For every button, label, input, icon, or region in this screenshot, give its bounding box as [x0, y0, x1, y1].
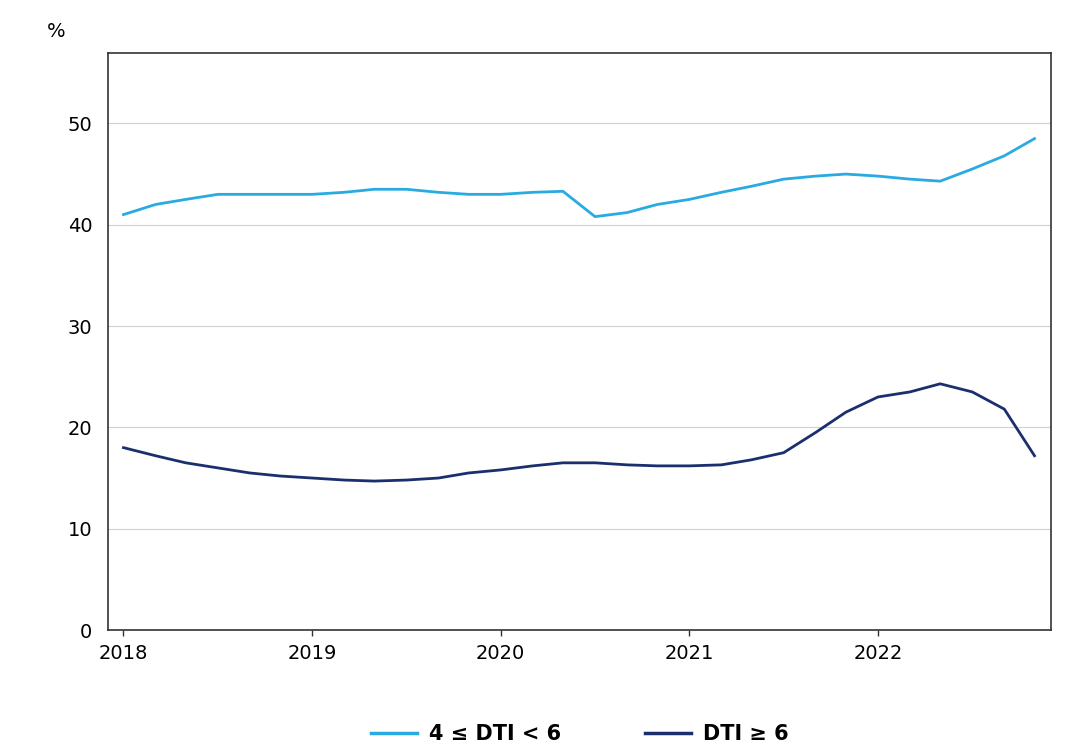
4 ≤ DTI < 6 — [745, 182, 758, 190]
4 ≤ DTI < 6 — [777, 175, 790, 184]
DTI ≥ 6 — [1028, 452, 1041, 460]
DTI ≥ 6 — [494, 466, 507, 475]
4 ≤ DTI < 6 — [494, 190, 507, 199]
4 ≤ DTI < 6 — [243, 190, 256, 199]
4 ≤ DTI < 6 — [1028, 134, 1041, 143]
4 ≤ DTI < 6 — [273, 190, 286, 199]
4 ≤ DTI < 6 — [839, 170, 852, 178]
4 ≤ DTI < 6 — [809, 172, 822, 181]
DTI ≥ 6 — [526, 461, 539, 470]
4 ≤ DTI < 6 — [367, 184, 380, 194]
DTI ≥ 6 — [903, 388, 916, 397]
DTI ≥ 6 — [337, 476, 350, 484]
4 ≤ DTI < 6 — [903, 175, 916, 184]
DTI ≥ 6 — [966, 388, 979, 397]
Legend: 4 ≤ DTI < 6, DTI ≥ 6: 4 ≤ DTI < 6, DTI ≥ 6 — [363, 716, 797, 750]
DTI ≥ 6 — [839, 408, 852, 417]
4 ≤ DTI < 6 — [211, 190, 224, 199]
DTI ≥ 6 — [715, 460, 728, 470]
DTI ≥ 6 — [273, 472, 286, 481]
4 ≤ DTI < 6 — [872, 172, 885, 181]
4 ≤ DTI < 6 — [998, 152, 1011, 160]
DTI ≥ 6 — [211, 464, 224, 472]
DTI ≥ 6 — [745, 455, 758, 464]
DTI ≥ 6 — [243, 469, 256, 478]
DTI ≥ 6 — [809, 428, 822, 437]
4 ≤ DTI < 6 — [433, 188, 446, 196]
DTI ≥ 6 — [998, 405, 1011, 414]
4 ≤ DTI < 6 — [462, 190, 475, 199]
4 ≤ DTI < 6 — [117, 210, 130, 219]
4 ≤ DTI < 6 — [933, 177, 946, 186]
Line: DTI ≥ 6: DTI ≥ 6 — [124, 384, 1034, 481]
DTI ≥ 6 — [149, 452, 162, 460]
DTI ≥ 6 — [179, 458, 192, 467]
4 ≤ DTI < 6 — [683, 195, 696, 204]
4 ≤ DTI < 6 — [179, 195, 192, 204]
DTI ≥ 6 — [933, 380, 946, 388]
DTI ≥ 6 — [367, 476, 380, 485]
DTI ≥ 6 — [650, 461, 663, 470]
DTI ≥ 6 — [872, 392, 885, 401]
DTI ≥ 6 — [589, 458, 602, 467]
DTI ≥ 6 — [306, 473, 319, 482]
4 ≤ DTI < 6 — [306, 190, 319, 199]
4 ≤ DTI < 6 — [526, 188, 539, 196]
4 ≤ DTI < 6 — [337, 188, 350, 196]
4 ≤ DTI < 6 — [556, 187, 569, 196]
4 ≤ DTI < 6 — [589, 212, 602, 221]
4 ≤ DTI < 6 — [715, 188, 728, 196]
4 ≤ DTI < 6 — [149, 200, 162, 209]
DTI ≥ 6 — [433, 473, 446, 482]
4 ≤ DTI < 6 — [650, 200, 663, 209]
Y-axis label: %: % — [48, 22, 66, 41]
4 ≤ DTI < 6 — [400, 184, 413, 194]
4 ≤ DTI < 6 — [966, 164, 979, 173]
DTI ≥ 6 — [400, 476, 413, 484]
DTI ≥ 6 — [117, 443, 130, 452]
4 ≤ DTI < 6 — [620, 208, 633, 217]
DTI ≥ 6 — [620, 460, 633, 470]
DTI ≥ 6 — [556, 458, 569, 467]
DTI ≥ 6 — [777, 448, 790, 458]
Line: 4 ≤ DTI < 6: 4 ≤ DTI < 6 — [124, 139, 1034, 217]
DTI ≥ 6 — [462, 469, 475, 478]
DTI ≥ 6 — [683, 461, 696, 470]
